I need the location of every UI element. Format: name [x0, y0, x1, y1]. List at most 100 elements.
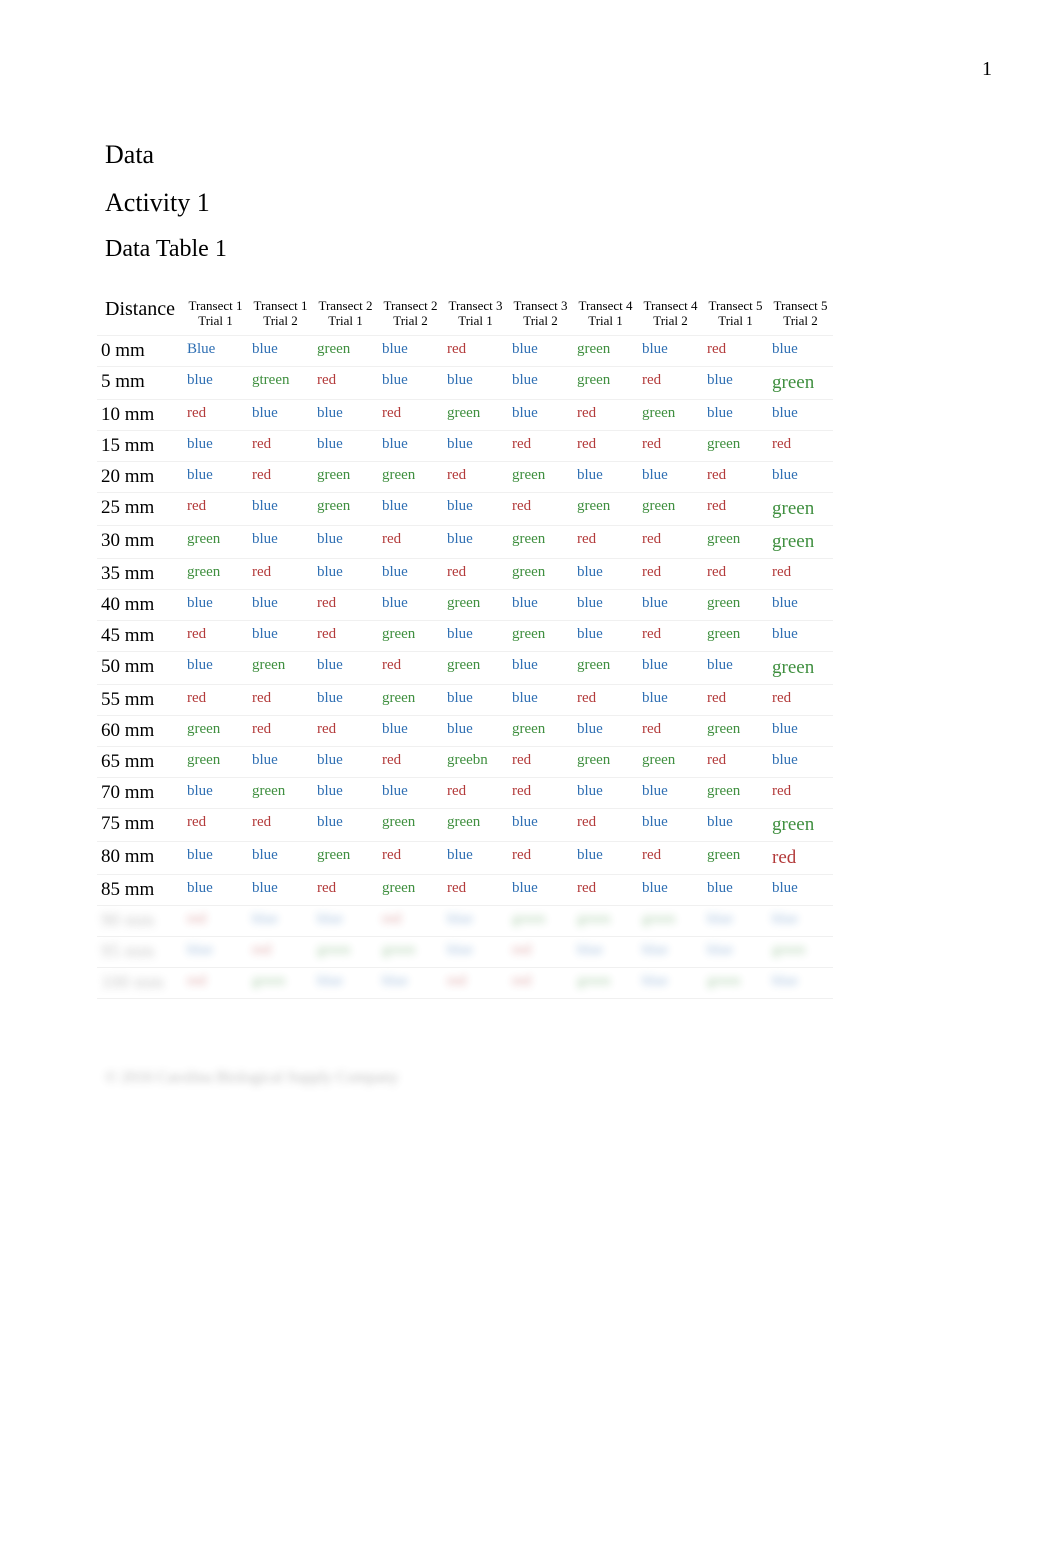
value-cell: blue — [573, 620, 638, 651]
value-cell: green — [768, 808, 833, 841]
value-cell: red — [508, 777, 573, 808]
value-cell: green — [313, 936, 378, 967]
value-cell: red — [313, 874, 378, 905]
table-row: 80 mmbluebluegreenredblueredblueredgreen… — [97, 841, 833, 874]
value-cell: red — [573, 430, 638, 461]
value-cell: green — [313, 841, 378, 874]
col-header-3: Transect 2Trial 2 — [378, 293, 443, 335]
value-cell: green — [768, 936, 833, 967]
value-cell: red — [443, 558, 508, 589]
value-cell: blue — [573, 461, 638, 492]
value-cell: blue — [313, 430, 378, 461]
value-cell: blue — [703, 808, 768, 841]
distance-cell: 15 mm — [97, 430, 183, 461]
value-cell: blue — [573, 841, 638, 874]
value-cell: green — [378, 684, 443, 715]
col-header-5: Transect 3Trial 2 — [508, 293, 573, 335]
footer-copyright: © 2016 Carolina Biological Supply Compan… — [105, 1069, 992, 1087]
value-cell: blue — [183, 589, 248, 620]
value-cell: red — [248, 715, 313, 746]
value-cell: red — [508, 430, 573, 461]
value-cell: blue — [508, 335, 573, 366]
value-cell: blue — [248, 399, 313, 430]
value-cell: green — [313, 492, 378, 525]
value-cell: red — [703, 335, 768, 366]
value-cell: green — [703, 430, 768, 461]
value-cell: blue — [508, 651, 573, 684]
value-cell: blue — [378, 558, 443, 589]
value-cell: blue — [638, 936, 703, 967]
value-cell: green — [443, 651, 508, 684]
value-cell: gtreen — [248, 366, 313, 399]
value-cell: green — [768, 492, 833, 525]
data-table-wrap: DistanceTransect 1Trial 1Transect 1Trial… — [97, 293, 992, 999]
value-cell: blue — [313, 399, 378, 430]
table-head: DistanceTransect 1Trial 1Transect 1Trial… — [97, 293, 833, 335]
value-cell: blue — [638, 589, 703, 620]
value-cell: blue — [378, 335, 443, 366]
distance-cell: 60 mm — [97, 715, 183, 746]
value-cell: blue — [768, 715, 833, 746]
value-cell: blue — [638, 651, 703, 684]
value-cell: blue — [703, 874, 768, 905]
value-cell: blue — [313, 967, 378, 998]
value-cell: red — [638, 841, 703, 874]
distance-cell: 70 mm — [97, 777, 183, 808]
value-cell: blue — [768, 461, 833, 492]
value-cell: green — [573, 651, 638, 684]
value-cell: red — [508, 492, 573, 525]
value-cell: red — [508, 746, 573, 777]
value-cell: green — [703, 715, 768, 746]
value-cell: green — [378, 620, 443, 651]
value-cell: red — [443, 967, 508, 998]
table-row: 40 mmblueblueredbluegreenbluebluebluegre… — [97, 589, 833, 620]
value-cell: red — [183, 684, 248, 715]
value-cell: blue — [248, 525, 313, 558]
distance-cell: 35 mm — [97, 558, 183, 589]
value-cell: red — [313, 620, 378, 651]
value-cell: blue — [313, 777, 378, 808]
value-cell: blue — [378, 715, 443, 746]
value-cell: blue — [313, 808, 378, 841]
col-header-2: Transect 2Trial 1 — [313, 293, 378, 335]
value-cell: green — [638, 905, 703, 936]
value-cell: blue — [183, 651, 248, 684]
col-header-0: Transect 1Trial 1 — [183, 293, 248, 335]
value-cell: blue — [768, 620, 833, 651]
value-cell: red — [703, 492, 768, 525]
value-cell: green — [183, 558, 248, 589]
value-cell: green — [768, 651, 833, 684]
value-cell: blue — [638, 777, 703, 808]
value-cell: green — [508, 620, 573, 651]
value-cell: blue — [443, 684, 508, 715]
value-cell: red — [573, 808, 638, 841]
value-cell: blue — [248, 841, 313, 874]
value-cell: green — [703, 589, 768, 620]
value-cell: blue — [183, 366, 248, 399]
value-cell: Blue — [183, 335, 248, 366]
value-cell: blue — [638, 335, 703, 366]
value-cell: blue — [443, 715, 508, 746]
value-cell: blue — [443, 841, 508, 874]
page-number: 1 — [982, 58, 992, 81]
value-cell: red — [183, 492, 248, 525]
value-cell: blue — [573, 777, 638, 808]
value-cell: blue — [703, 366, 768, 399]
value-cell: green — [248, 651, 313, 684]
distance-cell: 100 mm — [97, 967, 183, 998]
value-cell: blue — [638, 874, 703, 905]
table-row: 0 mmBluebluegreenblueredbluegreenbluered… — [97, 335, 833, 366]
value-cell: red — [573, 525, 638, 558]
distance-cell: 55 mm — [97, 684, 183, 715]
value-cell: blue — [378, 366, 443, 399]
value-cell: blue — [248, 335, 313, 366]
value-cell: green — [573, 746, 638, 777]
value-cell: red — [573, 874, 638, 905]
value-cell: green — [443, 808, 508, 841]
value-cell: red — [378, 525, 443, 558]
value-cell: green — [703, 841, 768, 874]
col-header-1: Transect 1Trial 2 — [248, 293, 313, 335]
value-cell: red — [638, 715, 703, 746]
value-cell: blue — [508, 874, 573, 905]
value-cell: green — [248, 967, 313, 998]
